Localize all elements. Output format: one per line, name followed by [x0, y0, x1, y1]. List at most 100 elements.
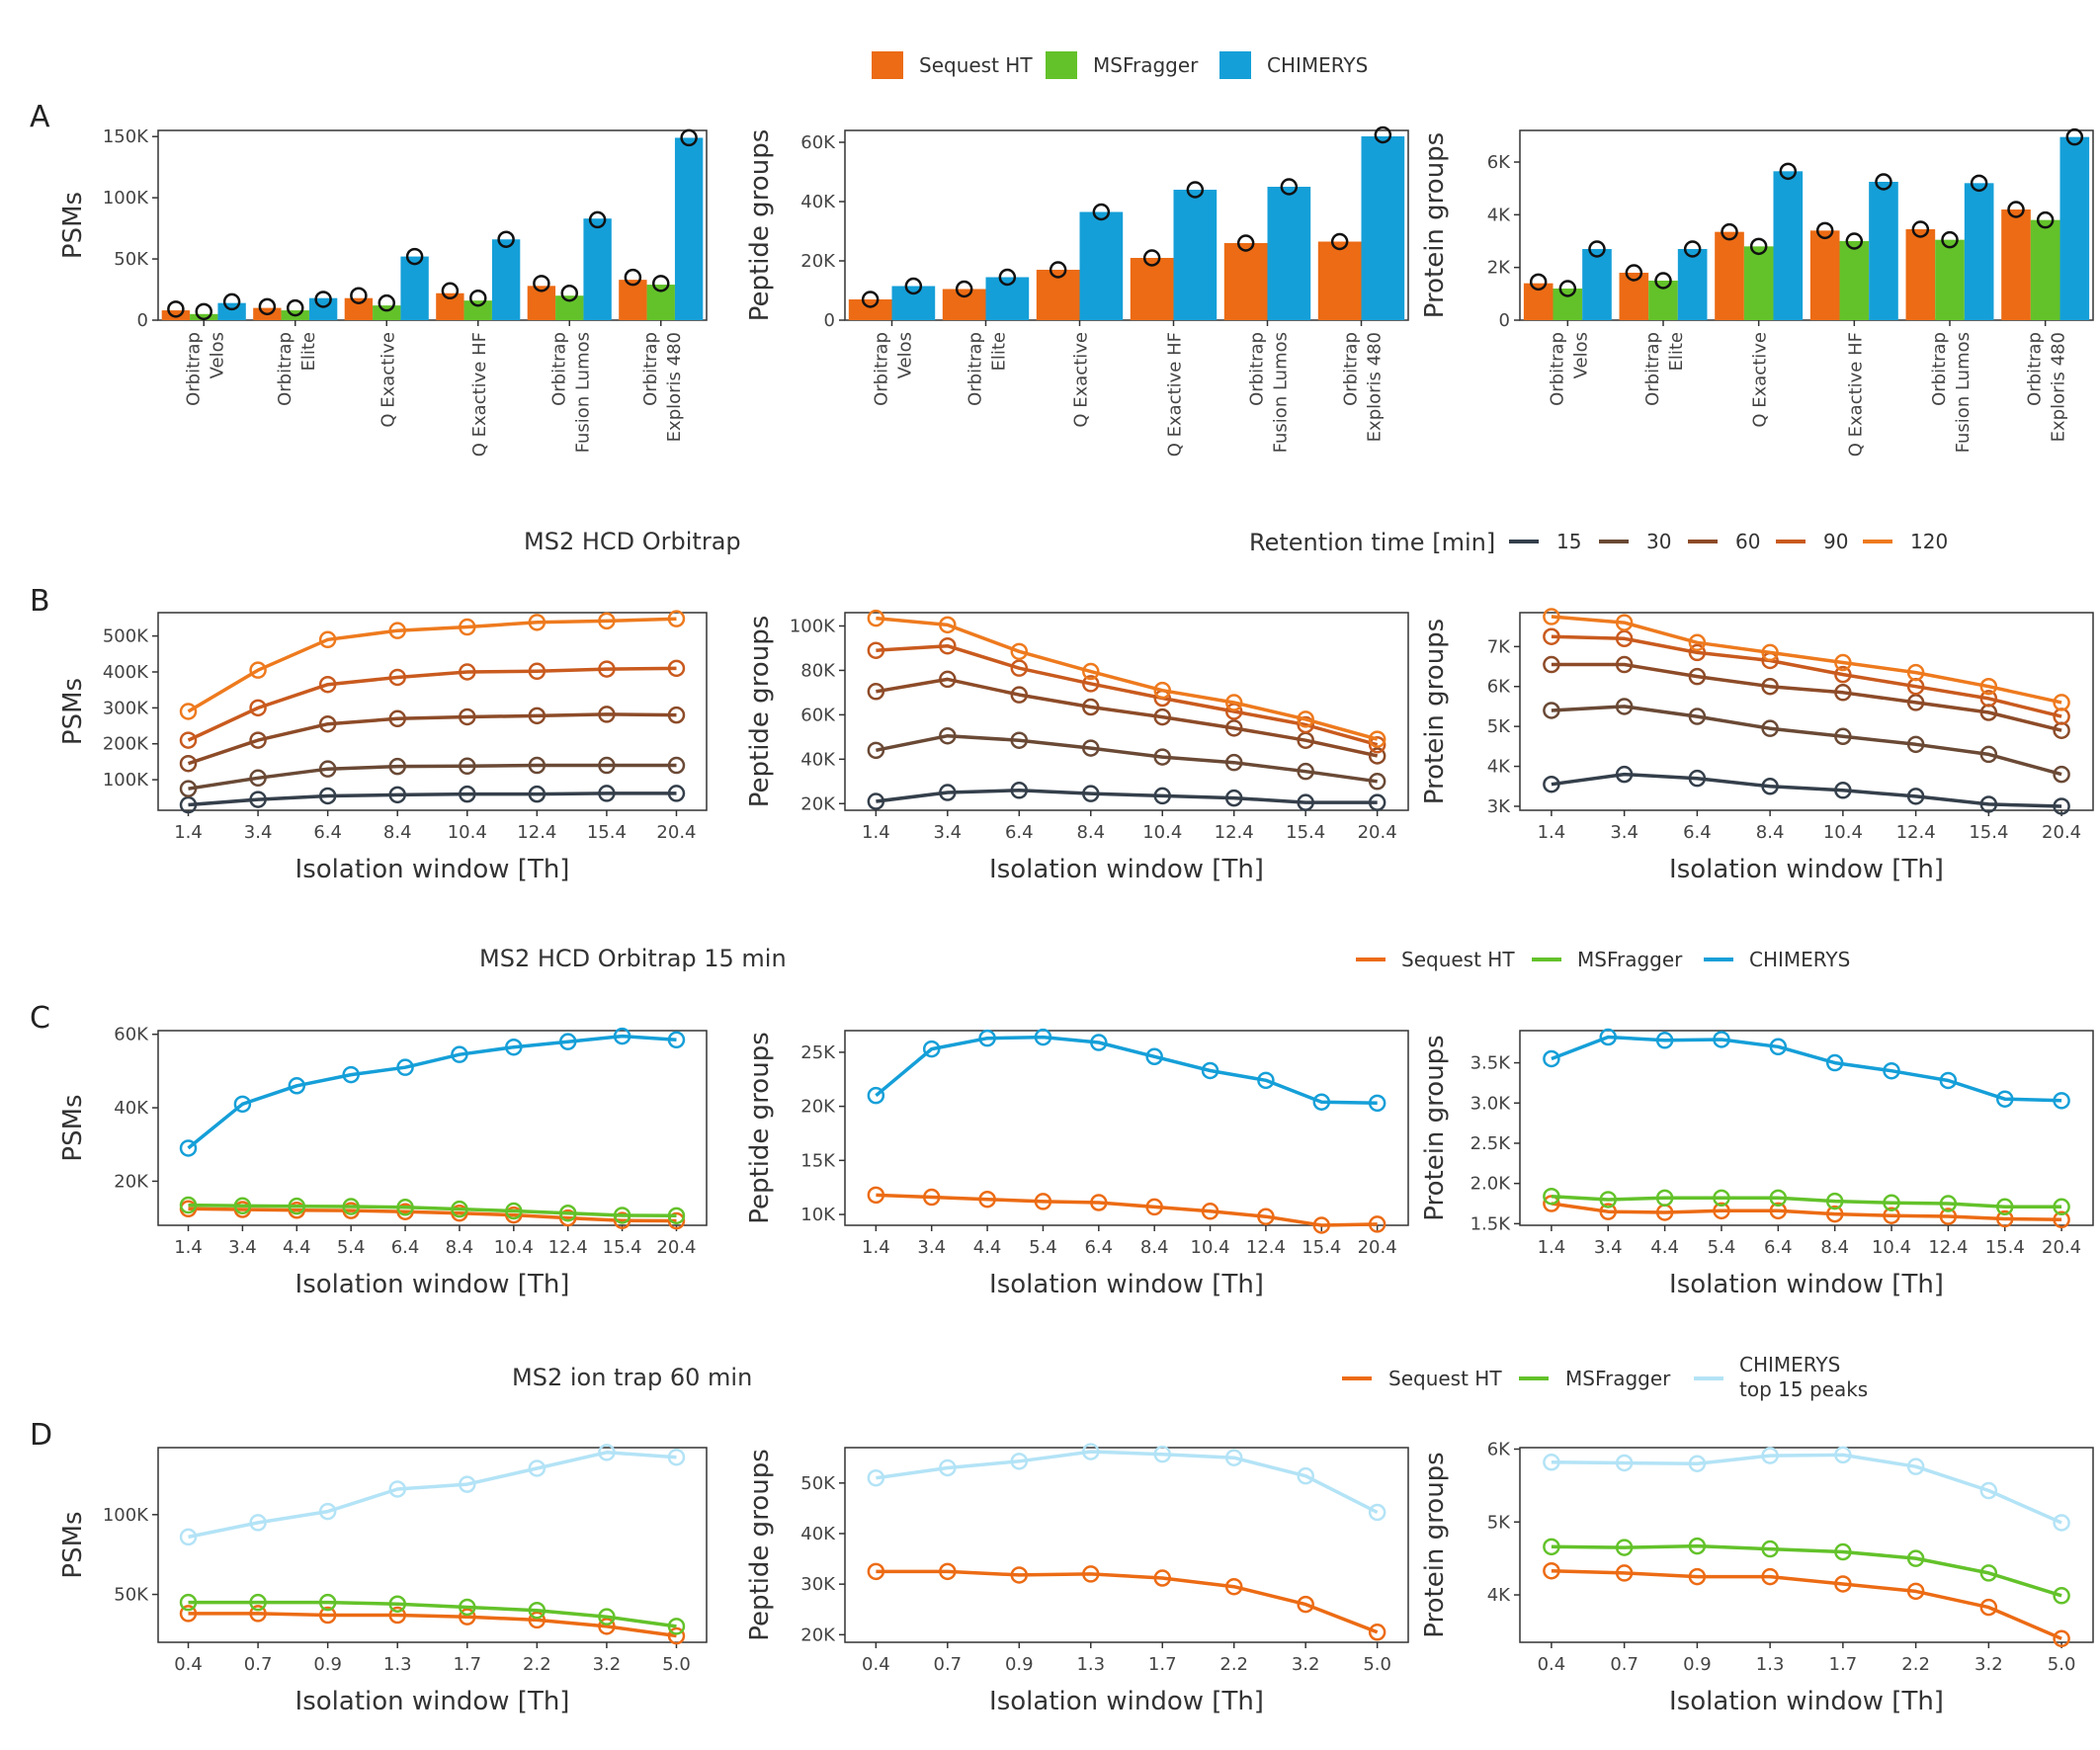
- bar-a1: [491, 239, 521, 320]
- series-line-b2: [876, 733, 1378, 784]
- point-b1: [459, 757, 476, 776]
- point-b2: [867, 641, 885, 659]
- x-tick-label-b1: 6.4: [313, 822, 342, 843]
- x-tick-label-a1: Fusion Lumos: [572, 332, 593, 453]
- point-d1: [318, 1606, 337, 1625]
- point-b2: [1082, 698, 1100, 716]
- bar-point-a1: [469, 289, 487, 307]
- chart-b1: 100K 200K 300K 400K 500K PSMs 1.4 3.4 6.4 8.4 10.4…: [58, 610, 708, 884]
- point-b2: [939, 784, 957, 801]
- point-b1: [388, 757, 406, 776]
- point-c3: [2053, 1210, 2070, 1229]
- point-b2: [939, 726, 957, 745]
- point-c3: [1939, 1195, 1958, 1212]
- series-line-d1: [188, 1600, 677, 1628]
- x-tick-label-b2: 8.4: [1076, 822, 1105, 843]
- bar-a3: [1553, 289, 1583, 320]
- point-c3: [1599, 1191, 1618, 1208]
- point-b1: [179, 731, 198, 749]
- bar-point-a1: [195, 302, 212, 321]
- bar-point-a3: [1654, 272, 1672, 290]
- point-d2: [939, 1458, 957, 1477]
- y-axis-title-a1: PSMs: [58, 192, 88, 259]
- plot-frame-a3: [1519, 129, 2094, 321]
- point-d3: [2053, 1629, 2070, 1648]
- series-line-c1: [187, 1034, 677, 1150]
- point-b3: [2053, 694, 2070, 711]
- point-b3: [1615, 614, 1634, 631]
- bar-point-a3: [1558, 280, 1577, 297]
- x-axis-title-b3: Isolation window [Th]: [1669, 855, 1944, 884]
- point-b3: [1543, 655, 1560, 674]
- point-c3: [1995, 1090, 2014, 1108]
- x-tick-label-a2: Fusion Lumos: [1271, 332, 1292, 453]
- point-d1: [249, 1593, 267, 1612]
- point-b1: [249, 699, 267, 717]
- point-c3: [1599, 1028, 1618, 1046]
- y-axis-title-a2: Peptide groups: [745, 129, 775, 322]
- series-line-b1: [187, 666, 677, 742]
- legend-label-msfragger-c: MSFragger: [1577, 948, 1683, 971]
- point-b2: [1297, 793, 1314, 811]
- point-d1: [598, 1618, 616, 1635]
- point-b3: [1543, 702, 1560, 719]
- bar-a1: [161, 310, 191, 320]
- point-c3: [1995, 1198, 2014, 1216]
- x-tick-label-b2: 20.4: [1358, 822, 1397, 843]
- point-b2: [1368, 735, 1386, 754]
- series-line-d3: [1551, 1568, 2062, 1640]
- x-tick-label-c1: 3.4: [228, 1237, 257, 1258]
- point-d3: [1688, 1567, 1707, 1586]
- point-b1: [179, 780, 198, 797]
- bar-point-a2: [1049, 261, 1067, 279]
- point-b1: [249, 661, 267, 679]
- y-tick-label-b3: 4K: [1487, 757, 1511, 778]
- x-tick-label-c3: 6.4: [1764, 1237, 1793, 1258]
- panel-letter-d: D: [30, 1418, 52, 1453]
- bar-a2: [891, 286, 936, 320]
- point-d3: [1543, 1538, 1560, 1556]
- point-d3: [1979, 1564, 1998, 1582]
- point-b2: [1010, 659, 1029, 677]
- point-d3: [1688, 1537, 1707, 1555]
- point-c1: [233, 1197, 252, 1215]
- x-tick-label-a3: Orbitrap: [1547, 332, 1567, 406]
- bar-point-a2: [955, 280, 973, 298]
- bar-a1: [674, 137, 704, 320]
- point-b1: [667, 610, 686, 627]
- bar-a1: [555, 295, 584, 320]
- x-tick-label-c3: 8.4: [1820, 1237, 1849, 1258]
- point-c2: [978, 1190, 996, 1208]
- x-tick-label-b3: 12.4: [1896, 822, 1936, 843]
- point-b1: [528, 614, 546, 631]
- legend-label-sequest-d: Sequest HT: [1388, 1367, 1502, 1390]
- y-tick-label-b2: 20K: [800, 793, 836, 814]
- point-b2: [1010, 686, 1029, 704]
- x-tick-label-c2: 12.4: [1246, 1237, 1286, 1258]
- y-tick-label-b3: 7K: [1487, 636, 1511, 657]
- point-c1: [613, 1027, 631, 1045]
- x-tick-label-a1: Orbitrap: [548, 332, 569, 406]
- point-b2: [1010, 782, 1029, 799]
- bar-a2: [848, 299, 892, 320]
- bar-a3: [1935, 239, 1965, 320]
- x-tick-label-d3: 0.4: [1538, 1654, 1566, 1675]
- bar-point-a2: [1092, 203, 1111, 221]
- y-tick-label-a1: 0: [137, 310, 148, 331]
- point-b1: [179, 754, 198, 773]
- x-tick-label-c2: 8.4: [1140, 1237, 1169, 1258]
- x-tick-label-a2: Elite: [989, 332, 1010, 372]
- section-title-c: MS2 HCD Orbitrap 15 min: [479, 945, 787, 972]
- point-b1: [528, 785, 546, 803]
- point-d1: [388, 1595, 406, 1613]
- point-b1: [179, 703, 198, 720]
- series-line-b2: [876, 789, 1378, 804]
- point-d2: [1368, 1503, 1386, 1522]
- bar-a3: [1648, 281, 1678, 320]
- series-line-b3: [1551, 705, 2062, 777]
- point-b3: [1761, 643, 1779, 662]
- x-tick-label-a3: Orbitrap: [1642, 332, 1663, 406]
- bar-point-a1: [624, 268, 642, 287]
- bar-point-a3: [1970, 174, 1988, 193]
